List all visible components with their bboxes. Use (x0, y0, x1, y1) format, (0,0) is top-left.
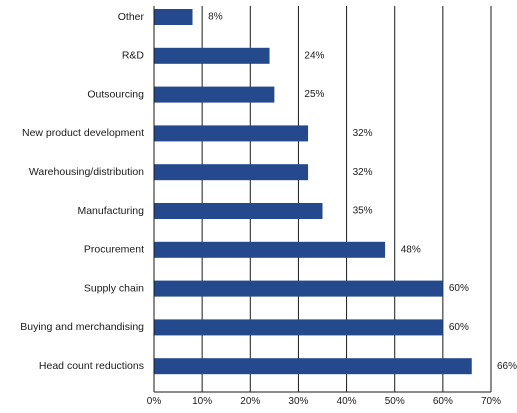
category-label: New product development (22, 127, 144, 139)
data-label: 66% (497, 361, 517, 372)
data-label: 60% (449, 322, 469, 333)
x-tick-label: 30% (288, 396, 308, 407)
category-label: Procurement (84, 244, 144, 256)
category-label: Warehousing/distribution (29, 166, 144, 178)
bar-7 (154, 241, 386, 258)
bar-9 (154, 319, 443, 336)
x-tick-label: 40% (337, 396, 357, 407)
x-tick-label: 70% (481, 396, 501, 407)
bar-5 (154, 164, 309, 181)
bar-1 (154, 9, 193, 25)
x-tick-label: 20% (240, 396, 260, 407)
x-tick-label: 10% (192, 396, 212, 407)
bar-4 (154, 125, 309, 142)
data-label: 8% (208, 12, 223, 23)
data-label: 48% (401, 244, 421, 255)
data-label: 35% (353, 206, 373, 217)
x-tick-label: 50% (385, 396, 405, 407)
bar-8 (154, 280, 443, 297)
bar-10 (154, 358, 472, 375)
category-label: Head count reductions (39, 360, 144, 372)
data-label: 25% (304, 89, 324, 100)
category-label: Buying and merchandising (20, 321, 144, 333)
data-label: 32% (353, 128, 373, 139)
category-label: Supply chain (84, 282, 144, 294)
x-tick-label: 0% (147, 396, 162, 407)
category-label: R&D (122, 50, 145, 62)
data-label: 60% (449, 283, 469, 294)
category-label: Manufacturing (77, 205, 144, 217)
bar-6 (154, 203, 323, 219)
bar-3 (154, 86, 275, 103)
data-label: 32% (353, 167, 373, 178)
x-tick-label: 60% (433, 396, 453, 407)
data-label: 24% (304, 50, 324, 61)
category-label: Outsourcing (87, 88, 144, 100)
category-label: Other (118, 11, 145, 23)
bar-2 (154, 47, 270, 64)
